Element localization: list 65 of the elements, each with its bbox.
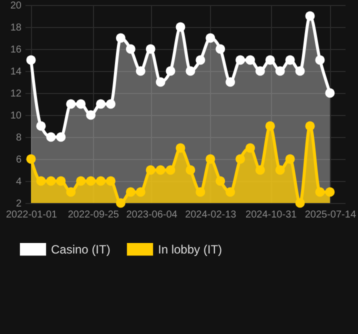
point [245, 55, 255, 65]
point [136, 187, 146, 197]
point [86, 110, 96, 120]
y-tick-label: 20 [10, 0, 22, 12]
point [76, 99, 86, 109]
y-tick-label: 14 [10, 66, 22, 78]
point [275, 66, 285, 76]
point [285, 55, 295, 65]
point [275, 165, 285, 175]
y-tick-label: 18 [10, 22, 22, 34]
point [325, 187, 335, 197]
point [315, 55, 325, 65]
point [166, 66, 176, 76]
point [216, 44, 226, 54]
y-tick-label: 16 [10, 44, 22, 56]
point [66, 187, 76, 197]
point [255, 66, 265, 76]
point [196, 55, 206, 65]
point [255, 165, 265, 175]
y-tick-label: 8 [16, 132, 22, 144]
y-tick-label: 2 [16, 198, 22, 210]
point [106, 99, 116, 109]
point [295, 66, 305, 76]
x-tick-label: 2024-02-13 [185, 210, 237, 220]
point [56, 132, 66, 142]
x-tick-label: 2023-06-04 [126, 210, 178, 220]
point [146, 44, 156, 54]
point [265, 121, 275, 131]
point [196, 187, 206, 197]
point [126, 44, 136, 54]
point [56, 176, 66, 186]
point [305, 121, 315, 131]
point [245, 143, 255, 153]
point [116, 33, 126, 43]
point [305, 11, 315, 21]
point [166, 165, 176, 175]
point [325, 88, 335, 98]
point [26, 154, 36, 164]
x-tick-label: 2022-09-25 [68, 210, 120, 220]
point [136, 66, 146, 76]
point [36, 121, 46, 131]
point [186, 66, 196, 76]
point [285, 154, 295, 164]
point [176, 22, 186, 32]
y-tick-label: 10 [10, 110, 22, 122]
x-tick-label: 2022-01-01 [6, 210, 58, 220]
point [265, 55, 275, 65]
point [106, 176, 116, 186]
point [206, 154, 216, 164]
point [186, 165, 196, 175]
point [226, 77, 236, 87]
y-tick-label: 4 [16, 176, 22, 188]
point [176, 143, 186, 153]
point [226, 187, 236, 197]
point [156, 77, 166, 87]
point [206, 33, 216, 43]
x-tick-label: 2024-10-31 [246, 210, 298, 220]
point [26, 55, 36, 65]
legend-label: In lobby (IT) [158, 242, 222, 256]
y-tick-label: 12 [10, 88, 22, 100]
point [216, 176, 226, 186]
legend-label: Casino (IT) [51, 242, 110, 256]
point [236, 154, 246, 164]
y-tick-label: 6 [16, 154, 22, 166]
x-tick-label: 2025-07-14 [304, 210, 356, 220]
